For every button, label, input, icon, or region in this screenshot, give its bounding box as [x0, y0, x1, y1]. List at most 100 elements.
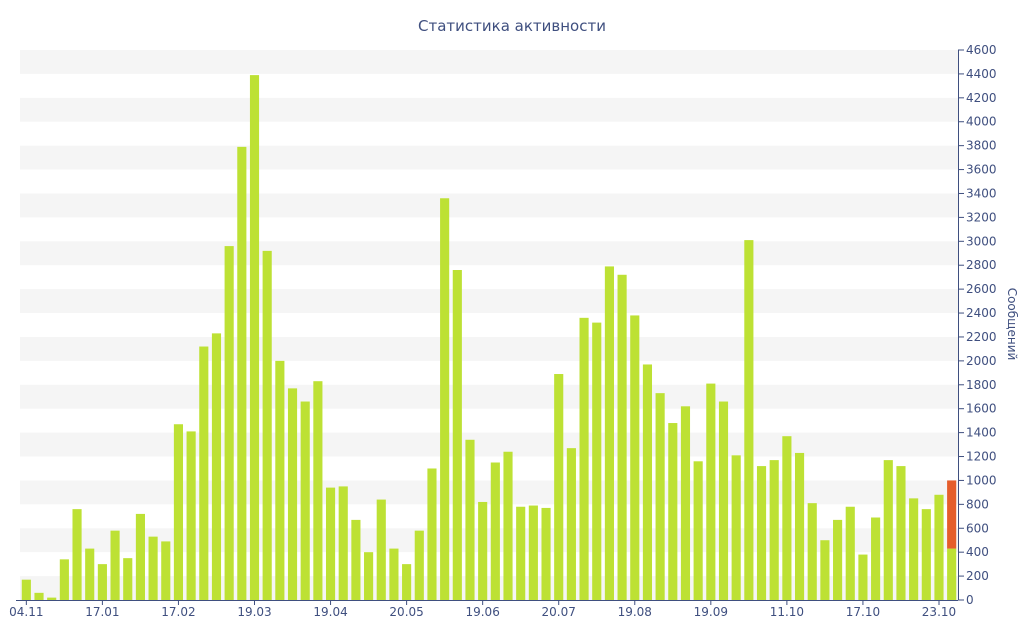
grid-band [20, 289, 958, 314]
x-tick-label: 19.09 [694, 605, 728, 619]
y-tick-label: 800 [966, 497, 989, 511]
grid-band [20, 336, 958, 361]
bar [782, 436, 792, 600]
x-tick-label: 04.11 [9, 605, 43, 619]
bar [85, 548, 95, 600]
bar [503, 451, 513, 600]
bar [287, 388, 298, 600]
bar [680, 406, 691, 600]
y-tick-label: 1000 [966, 473, 997, 487]
x-tick-label: 17.02 [161, 605, 195, 619]
bar [427, 468, 437, 600]
bar [541, 507, 551, 600]
bar [642, 364, 653, 600]
bar [249, 75, 260, 601]
y-axis: 0 200 400 600 800 1000 1200 1400 1600 1800 2000 220… [958, 43, 997, 607]
bar [161, 541, 171, 600]
bar [934, 494, 944, 600]
x-tick-label: 17.01 [85, 605, 119, 619]
bar [414, 530, 424, 600]
bar [604, 266, 614, 600]
bar [262, 250, 272, 600]
bar [909, 498, 919, 600]
y-tick-label: 2200 [966, 330, 997, 344]
bar-stacked [947, 480, 957, 549]
bar [820, 540, 830, 600]
bar [364, 552, 374, 600]
bar [452, 270, 462, 600]
bars [21, 75, 957, 601]
x-tick-label: 19.04 [313, 605, 347, 619]
y-tick-label: 200 [966, 569, 989, 583]
chart-title: Статистика активности [418, 17, 606, 35]
y-tick-label: 400 [966, 545, 989, 559]
bar [858, 554, 868, 600]
bar [592, 322, 602, 600]
bar [402, 564, 412, 600]
y-tick-label: 1400 [966, 426, 997, 440]
grid-band [20, 432, 958, 457]
grid-band [20, 384, 958, 409]
bar [465, 439, 475, 600]
grid-band [20, 480, 958, 505]
bar [516, 506, 526, 600]
bar [807, 503, 817, 600]
grid-band [20, 576, 958, 600]
x-tick-label: 20.05 [389, 605, 423, 619]
bar [896, 466, 906, 600]
y-tick-label: 2000 [966, 354, 997, 368]
bar [47, 597, 57, 600]
y-tick-label: 1600 [966, 402, 997, 416]
bar [566, 448, 576, 600]
y-tick-label: 1200 [966, 450, 997, 464]
bar [769, 460, 779, 600]
bar [947, 548, 957, 600]
grid-bands [20, 50, 958, 600]
bar [97, 564, 107, 600]
bar [300, 401, 310, 600]
bar [224, 246, 234, 600]
bar [921, 509, 931, 600]
y-tick-label: 600 [966, 521, 989, 535]
bar [731, 455, 741, 600]
grid-band [20, 145, 958, 170]
bar [275, 360, 285, 600]
bar [718, 401, 729, 600]
y-tick-label: 4400 [966, 67, 997, 81]
x-tick-label: 19.03 [237, 605, 271, 619]
bar [211, 333, 222, 600]
bar [173, 424, 184, 600]
bar [706, 383, 716, 600]
y-tick-label: 4000 [966, 115, 997, 129]
y-tick-label: 4200 [966, 91, 997, 105]
bar [490, 462, 500, 600]
bar [756, 466, 767, 600]
grid-band [20, 528, 958, 553]
x-tick-label: 20.07 [542, 605, 576, 619]
bar [72, 509, 82, 600]
bar [123, 558, 133, 600]
bar [668, 423, 678, 600]
y-tick-label: 3000 [966, 234, 997, 248]
bar [376, 499, 386, 600]
bar [630, 315, 640, 600]
y-tick-label: 3400 [966, 186, 997, 200]
bar [794, 452, 805, 600]
x-tick-label: 19.06 [465, 605, 499, 619]
bar [110, 530, 120, 600]
bar [744, 240, 754, 601]
y-tick-label: 2600 [966, 282, 997, 296]
bar [528, 505, 538, 600]
bar [579, 317, 589, 600]
grid-band [20, 97, 958, 122]
y-tick-label: 3800 [966, 139, 997, 153]
bar [845, 506, 855, 600]
grid-band [20, 241, 958, 266]
bar [325, 487, 336, 600]
y-tick-label: 2400 [966, 306, 997, 320]
y-tick-label: 3200 [966, 210, 997, 224]
grid-band [20, 50, 958, 74]
x-tick-label: 23.10 [922, 605, 956, 619]
x-tick-label: 17.10 [846, 605, 880, 619]
